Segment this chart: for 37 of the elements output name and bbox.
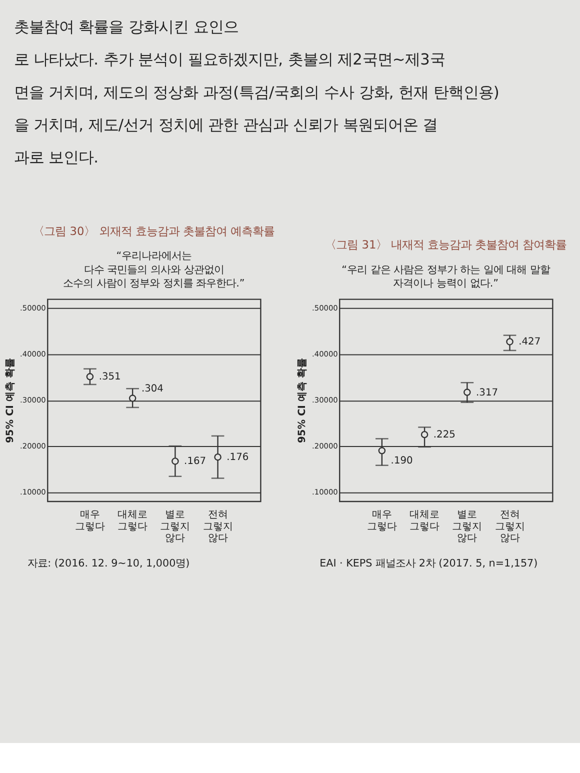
point [420, 430, 428, 438]
point [172, 458, 179, 465]
data-label: .190 [390, 455, 413, 466]
x-tick-label: 대체로 그렇다 [410, 509, 440, 532]
text: 면을 거치며, 제도의 정상화 과정(특검/국회의 수사 강화, 헌재 탄핵인용) [14, 83, 500, 102]
x-tick-label: 대체로 그렇다 [118, 509, 148, 532]
point [506, 338, 514, 346]
text: 로 나타났다. 추가 분석이 필요하겠지만, 촛불의 제2국면~제3국 [14, 50, 445, 69]
data-label: .427 [518, 336, 541, 348]
x-tick-label: 전혀 그렇지 않다 [202, 509, 233, 544]
text: 과로 보인다. [14, 148, 99, 166]
data-label: .351 [98, 372, 121, 383]
x-tick-label: 매우 그렇다 [74, 509, 105, 532]
point [464, 388, 471, 396]
point [128, 394, 136, 402]
data-label: .167 [184, 456, 206, 468]
x-tick-label: 별로 그렇지 않다 [160, 509, 190, 544]
data-label: .176 [226, 452, 249, 464]
x-tick-label: 매우 그렇다 [366, 509, 397, 532]
x-tick-label: 별로 그렇지 않다 [452, 509, 482, 544]
chart-subtitle: “우리나라에서는 다수 국민들의 의사와 상관없이 소수의 사람이 정부와 정치를 좌우한다.” [62, 250, 245, 290]
data-label: .225 [433, 430, 456, 441]
text: EAI · KEPS 패널조사 2차 (2017. 5, n=1,157) [320, 557, 538, 570]
chart-subtitle: “우리 같은 사람은 정부가 하는 일에 대해 말할 자격이나 능력이 없다.” [342, 264, 550, 290]
point [378, 447, 386, 454]
point [86, 373, 94, 380]
data-label: .304 [141, 383, 164, 394]
y-axis-title: 95% CI 예측 확률 [297, 358, 308, 444]
text: 촛불참여 확률을 강화시킨 요인으 [14, 18, 238, 36]
chart-title: 〈그림 30〉 외재적 효능감과 촛불참여 예측확률 [33, 224, 275, 238]
data-label: .317 [476, 387, 498, 398]
text: 자료: (2016. 12. 9~10, 1,000명) [28, 557, 190, 570]
x-tick-label: 전혀 그렇지 않다 [494, 509, 525, 544]
text: 을 거치며, 제도/선거 정치에 관한 관심과 신뢰가 복원되어온 결 [14, 116, 438, 134]
point [214, 453, 222, 461]
chart-title: 〈그림 31〉 내재적 효능감과 촛불참여 참여확률 [325, 238, 567, 252]
y-axis-title: 95% CI 예측 확률 [5, 358, 16, 444]
